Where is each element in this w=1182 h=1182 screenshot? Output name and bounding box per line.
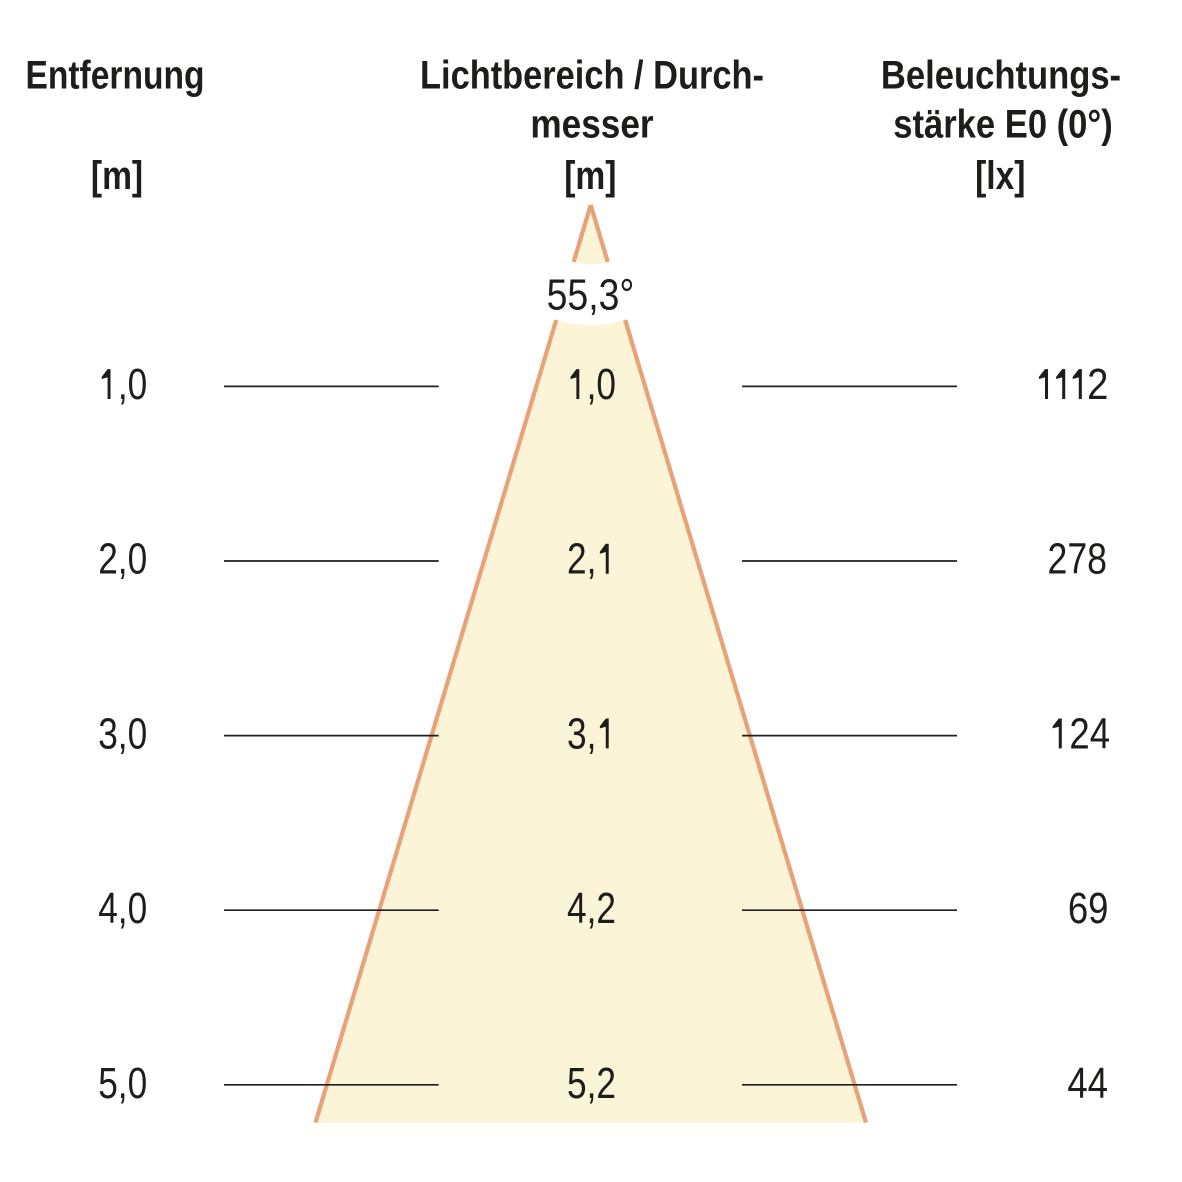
svg-text:55,3°: 55,3°: [547, 270, 635, 319]
svg-text:2: 2: [567, 535, 587, 583]
svg-text:stärke E0 (0°): stärke E0 (0°): [893, 101, 1113, 146]
svg-text:2: 2: [1069, 709, 1089, 758]
svg-text:3,0: 3,0: [98, 710, 147, 758]
svg-text:278: 278: [1047, 535, 1107, 583]
svg-text:44: 44: [1067, 1059, 1108, 1108]
svg-text:[m]: [m]: [564, 153, 616, 197]
svg-text:5,0: 5,0: [98, 1059, 147, 1107]
svg-text:69: 69: [1068, 884, 1109, 933]
svg-text:Beleuchtungs-: Beleuchtungs-: [881, 52, 1121, 97]
svg-text:Lichtbereich / Durch-: Lichtbereich / Durch-: [420, 52, 764, 97]
svg-text:,: ,: [587, 535, 597, 583]
svg-text:0: 0: [596, 361, 616, 409]
svg-text:4,2: 4,2: [567, 885, 616, 933]
svg-text:5,2: 5,2: [567, 1059, 616, 1107]
svg-text:,: ,: [118, 361, 128, 409]
svg-text:[m]: [m]: [91, 153, 143, 197]
svg-text:4,0: 4,0: [98, 885, 147, 933]
svg-text:Entfernung: Entfernung: [25, 53, 204, 97]
svg-text:3: 3: [567, 710, 587, 758]
svg-text:[lx]: [lx]: [975, 153, 1025, 197]
svg-text:,: ,: [587, 361, 597, 409]
svg-text:,: ,: [587, 710, 597, 758]
svg-text:4: 4: [1090, 709, 1110, 758]
svg-text:messer: messer: [530, 102, 654, 147]
svg-text:0: 0: [128, 361, 148, 409]
svg-text:2,0: 2,0: [98, 535, 147, 583]
svg-text:2: 2: [1087, 360, 1108, 409]
